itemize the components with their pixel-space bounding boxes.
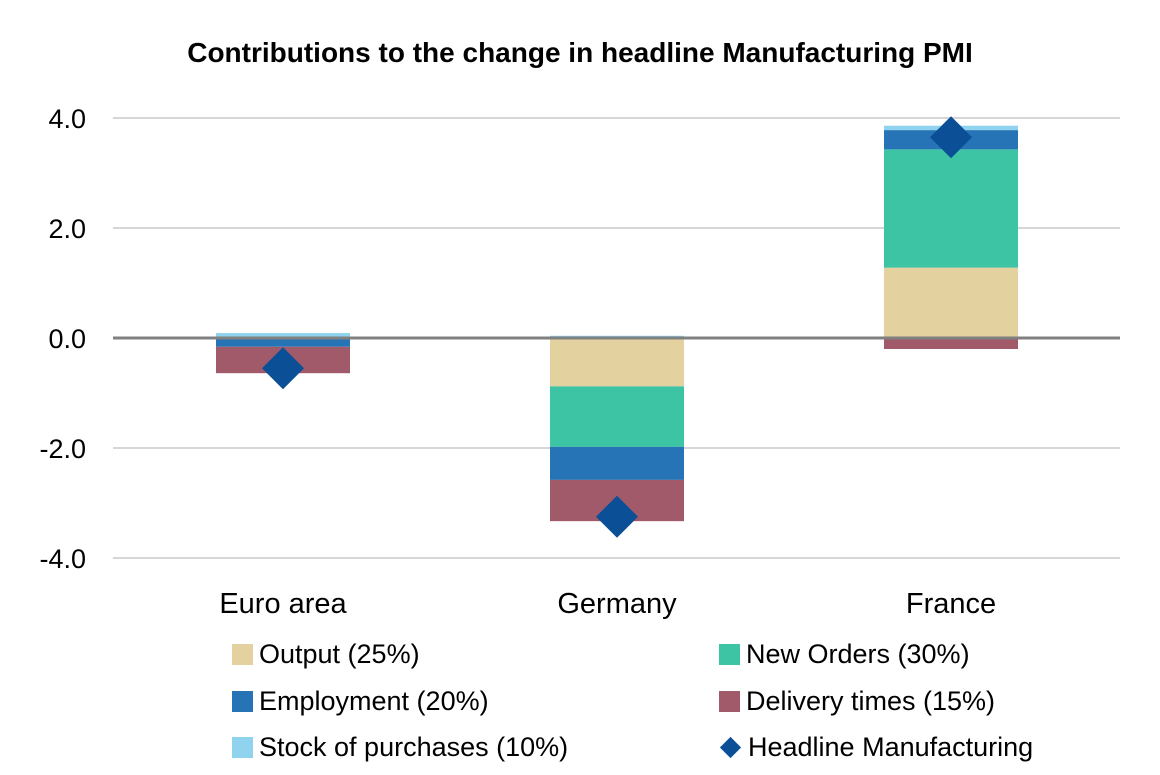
headline-marker: [930, 116, 972, 159]
x-axis-categories: Euro area Germany France: [219, 588, 996, 620]
y-tick-label: 0.0: [48, 324, 86, 354]
y-tick-label: -4.0: [39, 544, 86, 574]
headline-marker: [262, 347, 304, 390]
legend-item-output: Output (25%): [232, 636, 420, 672]
legend-item-employment: Employment (20%): [232, 683, 489, 719]
bar-segment: [216, 338, 350, 347]
legend-label-headline-manufacturing: Headline Manufacturing: [748, 731, 1034, 762]
y-tick-label: -2.0: [39, 434, 86, 464]
legend-swatch-employment: [232, 690, 253, 712]
bar-segment: [550, 338, 684, 387]
y-tick-label: 4.0: [48, 104, 86, 134]
bar-segment: [884, 149, 1018, 268]
legend-label-stock-of-purchases: Stock of purchases (10%): [259, 731, 569, 762]
legend-item-stock-of-purchases: Stock of purchases (10%): [232, 729, 568, 765]
x-category-label: France: [906, 588, 996, 620]
plot-area: Contributions to the change in headline …: [39, 37, 1120, 620]
y-tick-label: 2.0: [48, 214, 86, 244]
legend-label-new-orders: New Orders (30%): [746, 638, 970, 669]
legend-item-new-orders: New Orders (30%): [719, 636, 970, 672]
legend-label-employment: Employment (20%): [259, 685, 489, 716]
legend-diamond-icon: [719, 736, 742, 758]
chart-title: Contributions to the change in headline …: [187, 37, 973, 68]
x-category-label: Euro area: [219, 588, 347, 620]
bar-segment: [884, 338, 1018, 349]
legend-swatch-output: [232, 643, 253, 665]
x-category-label: Germany: [557, 588, 677, 620]
legend-swatch-delivery-times: [719, 690, 740, 712]
bar-segments: [216, 125, 1018, 522]
legend-item-delivery-times: Delivery times (15%): [719, 683, 995, 719]
bar-segment: [216, 333, 350, 337]
bar-segment: [550, 386, 684, 447]
legend-swatch-stock-of-purchases: [232, 736, 253, 758]
legend-swatch-new-orders: [719, 643, 740, 665]
headline-markers: [262, 116, 972, 538]
bar-segment: [550, 446, 684, 480]
bar-segment: [884, 267, 1018, 338]
y-axis-ticks: 4.0 2.0 0.0 -2.0 -4.0: [39, 104, 86, 574]
legend-label-delivery-times: Delivery times (15%): [746, 685, 996, 716]
headline-marker: [596, 495, 638, 538]
legend-label-output: Output (25%): [259, 638, 420, 669]
legend-item-headline-manufacturing: Headline Manufacturing: [719, 729, 1033, 765]
